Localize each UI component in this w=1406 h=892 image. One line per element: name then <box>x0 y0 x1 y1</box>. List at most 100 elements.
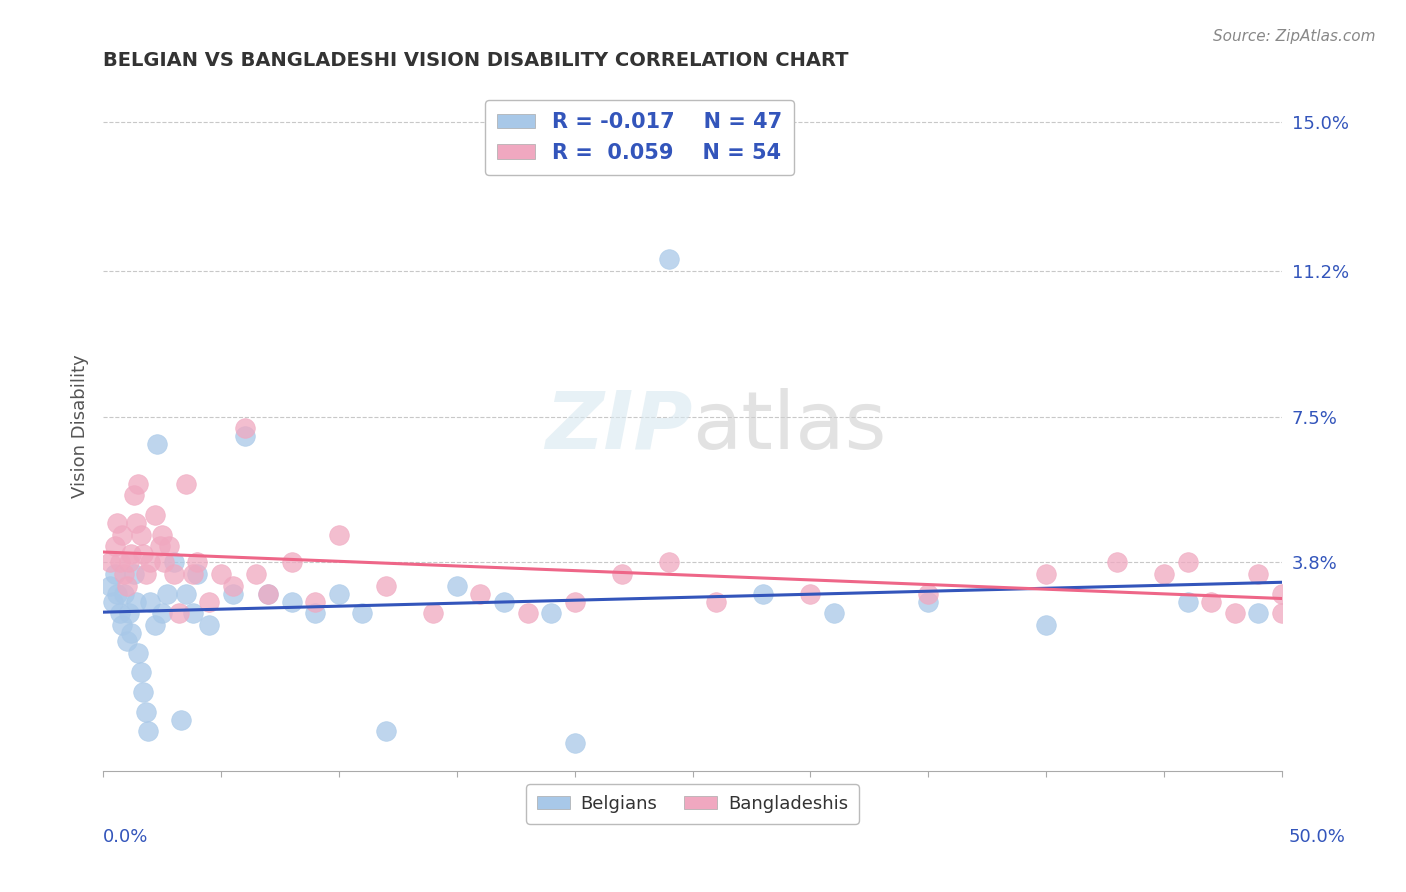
Point <box>108 607 131 621</box>
Point <box>143 508 166 522</box>
Point <box>704 594 727 608</box>
Point <box>120 547 142 561</box>
Point <box>129 665 152 680</box>
Point <box>198 594 221 608</box>
Text: Source: ZipAtlas.com: Source: ZipAtlas.com <box>1212 29 1375 44</box>
Point <box>446 579 468 593</box>
Point <box>280 555 302 569</box>
Point <box>564 594 586 608</box>
Point <box>122 567 145 582</box>
Point <box>112 567 135 582</box>
Point <box>170 713 193 727</box>
Point <box>132 685 155 699</box>
Point <box>125 516 148 530</box>
Point <box>112 587 135 601</box>
Text: atlas: atlas <box>693 387 887 466</box>
Point <box>198 618 221 632</box>
Point <box>167 607 190 621</box>
Text: 0.0%: 0.0% <box>103 828 148 846</box>
Text: BELGIAN VS BANGLADESHI VISION DISABILITY CORRELATION CHART: BELGIAN VS BANGLADESHI VISION DISABILITY… <box>103 51 849 70</box>
Point <box>1177 555 1199 569</box>
Point <box>658 555 681 569</box>
Point <box>917 594 939 608</box>
Point <box>105 516 128 530</box>
Point <box>181 567 204 582</box>
Point <box>658 252 681 267</box>
Point <box>752 587 775 601</box>
Point <box>98 579 121 593</box>
Point <box>163 555 186 569</box>
Point <box>111 527 134 541</box>
Point <box>122 488 145 502</box>
Point <box>1199 594 1222 608</box>
Point <box>1271 607 1294 621</box>
Point <box>1035 618 1057 632</box>
Point <box>120 626 142 640</box>
Y-axis label: Vision Disability: Vision Disability <box>72 355 89 499</box>
Point <box>115 579 138 593</box>
Point <box>186 555 208 569</box>
Point <box>111 618 134 632</box>
Point <box>163 567 186 582</box>
Point <box>118 607 141 621</box>
Point <box>328 587 350 601</box>
Point <box>516 607 538 621</box>
Point <box>799 587 821 601</box>
Point <box>422 607 444 621</box>
Point <box>233 421 256 435</box>
Point <box>564 736 586 750</box>
Point <box>352 607 374 621</box>
Point <box>470 587 492 601</box>
Point <box>150 607 173 621</box>
Point <box>139 555 162 569</box>
Point <box>149 540 172 554</box>
Point <box>129 527 152 541</box>
Point <box>98 555 121 569</box>
Point <box>174 476 197 491</box>
Point <box>257 587 280 601</box>
Point <box>128 646 150 660</box>
Point <box>186 567 208 582</box>
Point <box>146 437 169 451</box>
Point <box>1271 587 1294 601</box>
Point <box>1105 555 1128 569</box>
Point <box>375 579 398 593</box>
Point <box>150 527 173 541</box>
Point <box>610 567 633 582</box>
Text: ZIP: ZIP <box>546 387 693 466</box>
Point <box>1035 567 1057 582</box>
Point <box>181 607 204 621</box>
Point <box>1247 567 1270 582</box>
Point <box>209 567 232 582</box>
Point <box>823 607 845 621</box>
Text: 50.0%: 50.0% <box>1289 828 1346 846</box>
Point <box>492 594 515 608</box>
Point <box>105 587 128 601</box>
Point <box>280 594 302 608</box>
Point <box>139 594 162 608</box>
Point <box>1177 594 1199 608</box>
Point <box>328 527 350 541</box>
Point <box>222 579 245 593</box>
Point <box>135 567 157 582</box>
Point <box>136 724 159 739</box>
Point <box>233 429 256 443</box>
Point <box>135 705 157 719</box>
Point <box>1153 567 1175 582</box>
Point <box>143 618 166 632</box>
Point <box>917 587 939 601</box>
Point <box>156 587 179 601</box>
Point <box>1247 607 1270 621</box>
Point <box>375 724 398 739</box>
Point <box>125 594 148 608</box>
Point <box>222 587 245 601</box>
Point <box>157 540 180 554</box>
Point <box>304 594 326 608</box>
Point <box>104 540 127 554</box>
Point <box>304 607 326 621</box>
Legend: Belgians, Bangladeshis: Belgians, Bangladeshis <box>526 784 859 823</box>
Point <box>540 607 562 621</box>
Point <box>115 633 138 648</box>
Point <box>118 555 141 569</box>
Point <box>108 555 131 569</box>
